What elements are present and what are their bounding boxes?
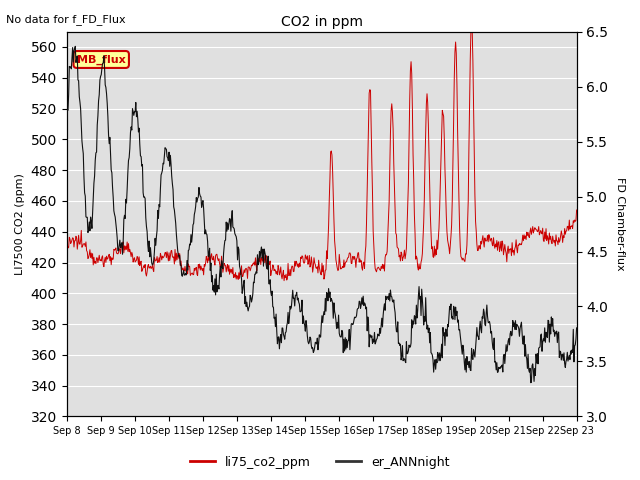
Legend: li75_co2_ppm, er_ANNnight: li75_co2_ppm, er_ANNnight <box>186 451 454 474</box>
Text: MB_flux: MB_flux <box>77 54 125 65</box>
Title: CO2 in ppm: CO2 in ppm <box>280 15 363 29</box>
Text: No data for f_FD_Flux: No data for f_FD_Flux <box>6 14 126 25</box>
Y-axis label: FD Chamber-flux: FD Chamber-flux <box>615 177 625 271</box>
Y-axis label: LI7500 CO2 (ppm): LI7500 CO2 (ppm) <box>15 173 25 275</box>
